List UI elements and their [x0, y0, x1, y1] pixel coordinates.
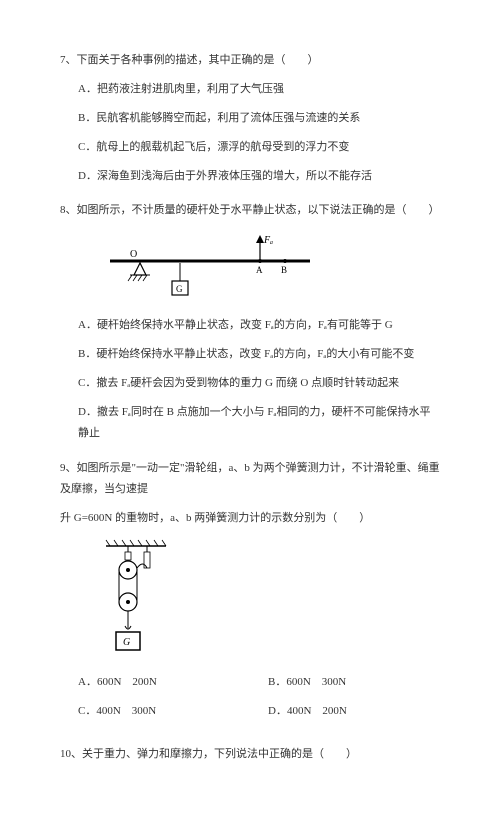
label-A: A	[256, 265, 263, 275]
question-7: 7、下面关于各种事例的描述，其中正确的是（ ） A．把药液注射进肌肉里，利用了大…	[60, 50, 440, 186]
q8-option-b: B．硬杆始终保持水平静止状态，改变 Fₐ的方向，Fₐ的大小有可能不变	[78, 344, 440, 365]
label-G: G	[176, 284, 183, 294]
q9-stem-line1: 9、如图所示是"一动一定"滑轮组，a、b 为两个弹簧测力计，不计滑轮重、绳重及摩…	[60, 458, 440, 500]
q8-stem: 8、如图所示，不计质量的硬杆处于水平静止状态，以下说法正确的是（ ）	[60, 200, 440, 221]
q7-option-a: A．把药液注射进肌肉里，利用了大气压强	[78, 79, 440, 100]
q9-options-row1: A．600N 200N B．600N 300N	[60, 672, 440, 701]
q9-option-c: C．400N 300N	[78, 701, 250, 722]
label-Fa: Fₐ	[263, 235, 273, 246]
q8-figure: O G Fₐ A B	[100, 231, 440, 301]
q7-stem: 7、下面关于各种事例的描述，其中正确的是（ ）	[60, 50, 440, 71]
label-O: O	[130, 249, 137, 260]
q8-option-d: D．撤去 Fₐ同时在 B 点施加一个大小与 Fₐ相同的力，硬杆不可能保持水平静止	[78, 402, 440, 444]
q7-option-b: B．民航客机能够腾空而起，利用了流体压强与流速的关系	[78, 108, 440, 129]
question-9: 9、如图所示是"一动一定"滑轮组，a、b 为两个弹簧测力计，不计滑轮重、绳重及摩…	[60, 458, 440, 730]
q9-option-b: B．600N 300N	[268, 672, 440, 693]
question-10: 10、关于重力、弹力和摩擦力，下列说法中正确的是（ ）	[60, 744, 440, 765]
q8-option-a: A．硬杆始终保持水平静止状态，改变 Fₐ的方向，Fₐ有可能等于 G	[78, 315, 440, 336]
lever-diagram: O G Fₐ A B	[100, 231, 320, 301]
q9-stem-line2: 升 G=600N 的重物时，a、b 两弹簧测力计的示数分别为（ ）	[60, 508, 440, 529]
label-G-load: G	[123, 637, 130, 648]
label-B: B	[281, 265, 287, 275]
q9-option-a: A．600N 200N	[78, 672, 250, 693]
question-8: 8、如图所示，不计质量的硬杆处于水平静止状态，以下说法正确的是（ ） O G F…	[60, 200, 440, 443]
q9-options-row2: C．400N 300N D．400N 200N	[60, 701, 440, 730]
q9-option-d: D．400N 200N	[268, 701, 440, 722]
q7-option-c: C．航母上的舰载机起飞后，漂浮的航母受到的浮力不变	[78, 137, 440, 158]
q8-option-c: C．撤去 Fₐ硬杆会因为受到物体的重力 G 而绕 O 点顺时针转动起来	[78, 373, 440, 394]
q10-stem: 10、关于重力、弹力和摩擦力，下列说法中正确的是（ ）	[60, 744, 440, 765]
q9-figure: G	[100, 538, 440, 658]
q7-option-d: D．深海鱼到浅海后由于外界液体压强的增大，所以不能存活	[78, 166, 440, 187]
pulley-diagram: G	[100, 538, 172, 658]
